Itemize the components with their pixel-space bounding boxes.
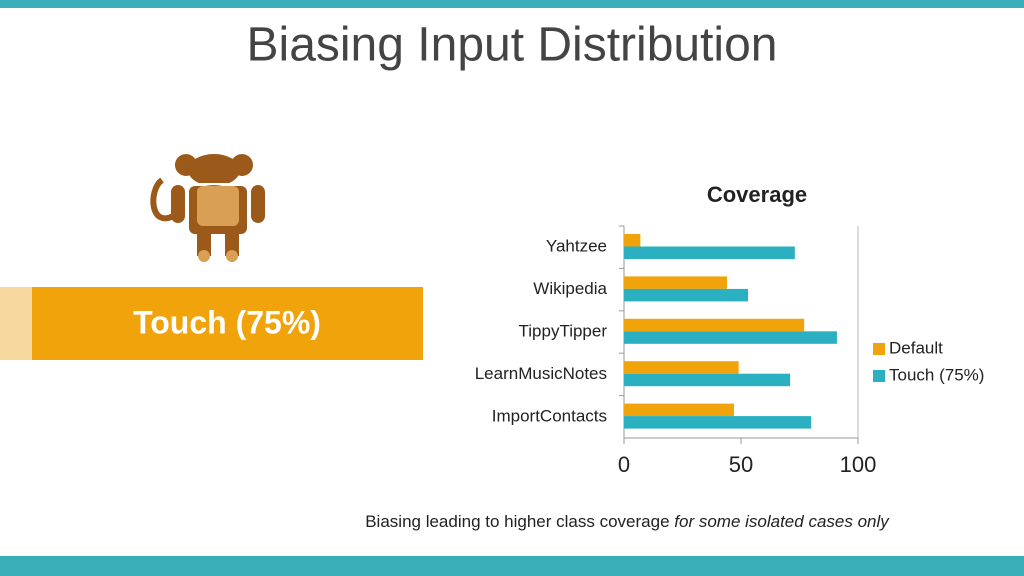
x-tick-label: 50 [729,452,753,477]
legend-label: Default [889,338,943,357]
bar [624,318,805,332]
y-tick-label: LearnMusicNotes [475,364,607,383]
top-bar [0,0,1024,8]
legend-swatch [873,343,885,355]
chart-title: Coverage [707,182,807,207]
foot [226,250,238,262]
bar [624,416,812,429]
band-label: Touch (75%) [133,304,321,340]
bar [624,331,837,344]
leg [225,228,239,256]
bar [624,361,739,374]
label-strip [0,287,32,360]
y-tick-label: ImportContacts [492,406,607,425]
y-tick-label: Wikipedia [533,279,607,298]
bar [624,246,795,259]
tail [150,177,177,222]
leg [197,228,211,256]
belly [197,186,239,226]
x-tick-label: 0 [618,452,630,477]
y-tick-label: Yahtzee [546,237,607,256]
slide-title: Biasing Input Distribution [247,19,778,72]
foot [198,250,210,262]
arm [251,185,265,223]
bar [624,373,791,387]
bar [624,276,727,289]
bar [624,403,734,417]
legend-label: Touch (75%) [889,365,984,384]
bar [624,234,641,247]
monkey-icon [150,154,265,262]
arm [171,185,185,223]
bar [624,288,749,302]
legend-swatch [873,370,885,382]
head [188,154,240,186]
label-band [32,287,423,360]
y-tick-label: TippyTipper [519,321,608,340]
x-tick-label: 100 [840,452,877,477]
caption: Biasing leading to higher class coverage… [365,512,890,531]
caption-italic: for some isolated cases only [674,512,890,531]
caption-text: Biasing leading to higher class coverage [365,512,669,531]
bottom-bar [0,556,1024,576]
